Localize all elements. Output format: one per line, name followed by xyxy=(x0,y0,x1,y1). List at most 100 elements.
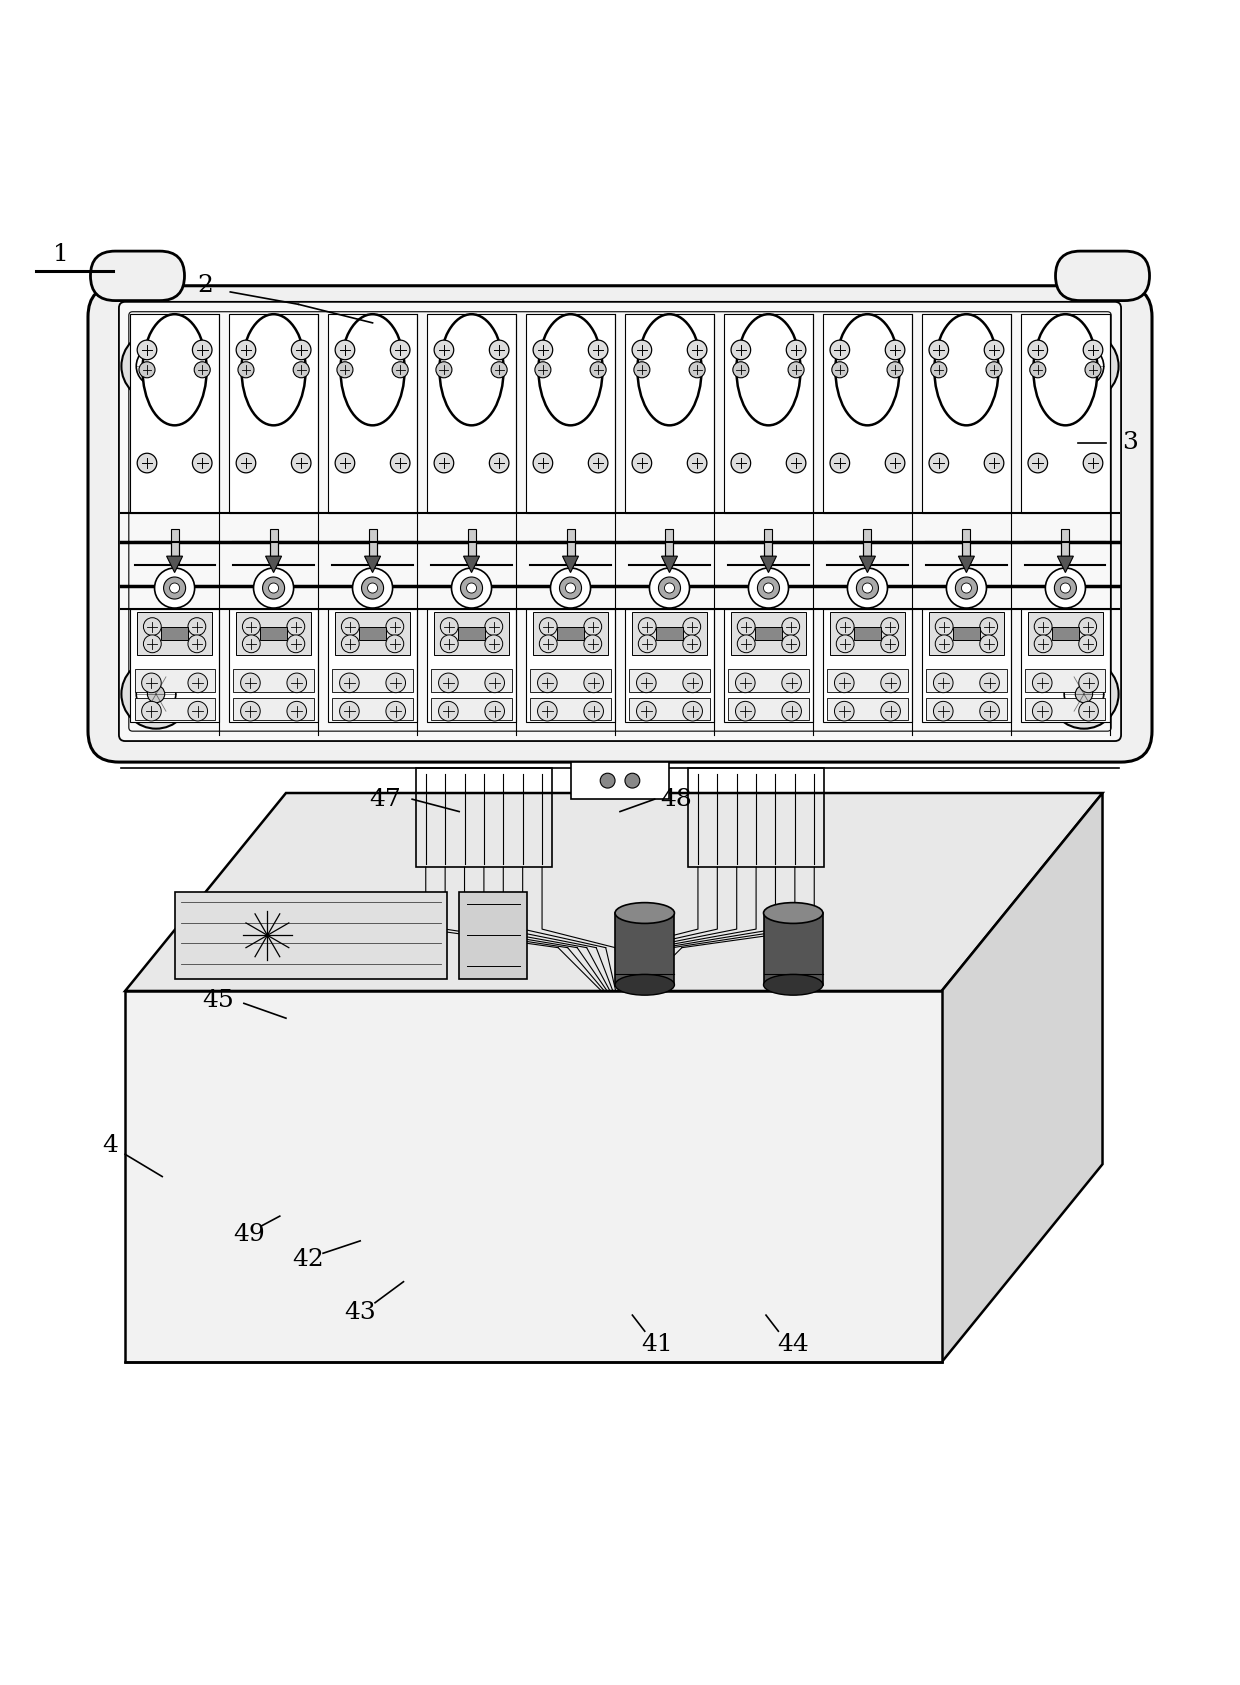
Bar xyxy=(730,612,806,654)
Circle shape xyxy=(242,635,260,652)
Circle shape xyxy=(590,362,606,377)
Polygon shape xyxy=(859,556,875,573)
FancyBboxPatch shape xyxy=(88,286,1152,762)
Bar xyxy=(921,610,1011,723)
Circle shape xyxy=(961,583,971,593)
Circle shape xyxy=(451,568,491,608)
Bar xyxy=(335,612,410,654)
Text: 4: 4 xyxy=(103,1134,118,1158)
FancyBboxPatch shape xyxy=(91,251,185,300)
Bar xyxy=(764,529,773,556)
Circle shape xyxy=(665,583,675,593)
Bar xyxy=(630,698,709,719)
Circle shape xyxy=(286,618,305,635)
Circle shape xyxy=(1079,672,1099,693)
Circle shape xyxy=(632,453,652,473)
Text: 42: 42 xyxy=(293,1249,324,1270)
Circle shape xyxy=(683,701,702,721)
Circle shape xyxy=(141,672,161,693)
Circle shape xyxy=(122,659,191,728)
Ellipse shape xyxy=(1033,313,1097,425)
Circle shape xyxy=(440,635,458,652)
Circle shape xyxy=(1084,453,1102,473)
Circle shape xyxy=(584,672,604,693)
Circle shape xyxy=(286,701,306,721)
Circle shape xyxy=(460,576,482,600)
Circle shape xyxy=(584,701,604,721)
Circle shape xyxy=(863,583,873,593)
Circle shape xyxy=(786,340,806,359)
Circle shape xyxy=(625,773,640,789)
Circle shape xyxy=(634,362,650,377)
Circle shape xyxy=(786,453,806,473)
Bar xyxy=(827,698,908,719)
Circle shape xyxy=(139,362,155,377)
Circle shape xyxy=(832,362,848,377)
Bar xyxy=(332,669,413,693)
Circle shape xyxy=(885,453,905,473)
Bar xyxy=(329,313,417,512)
Bar xyxy=(854,627,880,640)
Bar xyxy=(427,313,516,512)
Circle shape xyxy=(241,672,260,693)
Bar xyxy=(458,627,485,640)
Circle shape xyxy=(782,635,800,652)
Polygon shape xyxy=(563,556,579,573)
Ellipse shape xyxy=(538,313,603,425)
Circle shape xyxy=(539,618,557,635)
Circle shape xyxy=(485,672,505,693)
Bar xyxy=(432,698,512,719)
Circle shape xyxy=(195,362,211,377)
Circle shape xyxy=(335,453,355,473)
Circle shape xyxy=(144,618,161,635)
Circle shape xyxy=(689,362,706,377)
Bar xyxy=(134,669,215,693)
Circle shape xyxy=(439,701,458,721)
Circle shape xyxy=(782,701,801,721)
Bar xyxy=(329,610,417,723)
Bar xyxy=(823,313,911,512)
Circle shape xyxy=(392,362,408,377)
Circle shape xyxy=(1079,701,1099,721)
Ellipse shape xyxy=(935,313,998,425)
Circle shape xyxy=(588,453,608,473)
Ellipse shape xyxy=(242,313,305,425)
Circle shape xyxy=(847,568,888,608)
Polygon shape xyxy=(959,556,975,573)
Text: 3: 3 xyxy=(1122,431,1137,455)
Circle shape xyxy=(986,362,1002,377)
Circle shape xyxy=(683,618,701,635)
Circle shape xyxy=(600,773,615,789)
Circle shape xyxy=(584,635,601,652)
Bar xyxy=(688,768,825,868)
Circle shape xyxy=(857,576,878,600)
Circle shape xyxy=(340,672,360,693)
Circle shape xyxy=(1060,583,1070,593)
Bar xyxy=(415,768,552,868)
Circle shape xyxy=(293,362,309,377)
Circle shape xyxy=(880,635,899,652)
Ellipse shape xyxy=(764,903,823,923)
Bar xyxy=(533,612,609,654)
Bar xyxy=(467,529,476,556)
Circle shape xyxy=(687,340,707,359)
Circle shape xyxy=(584,618,601,635)
Circle shape xyxy=(238,362,254,377)
Polygon shape xyxy=(941,794,1102,1361)
Circle shape xyxy=(539,635,557,652)
Circle shape xyxy=(980,618,998,635)
Circle shape xyxy=(242,618,260,635)
Polygon shape xyxy=(760,556,776,573)
Circle shape xyxy=(789,362,804,377)
Circle shape xyxy=(155,568,195,608)
Circle shape xyxy=(1075,686,1092,703)
Bar xyxy=(360,627,386,640)
Bar xyxy=(567,529,574,556)
Circle shape xyxy=(138,453,156,473)
Circle shape xyxy=(1034,618,1052,635)
Bar xyxy=(1061,529,1069,556)
Bar xyxy=(531,698,610,719)
Bar xyxy=(1028,612,1104,654)
FancyBboxPatch shape xyxy=(129,312,1111,731)
Polygon shape xyxy=(1058,556,1074,573)
